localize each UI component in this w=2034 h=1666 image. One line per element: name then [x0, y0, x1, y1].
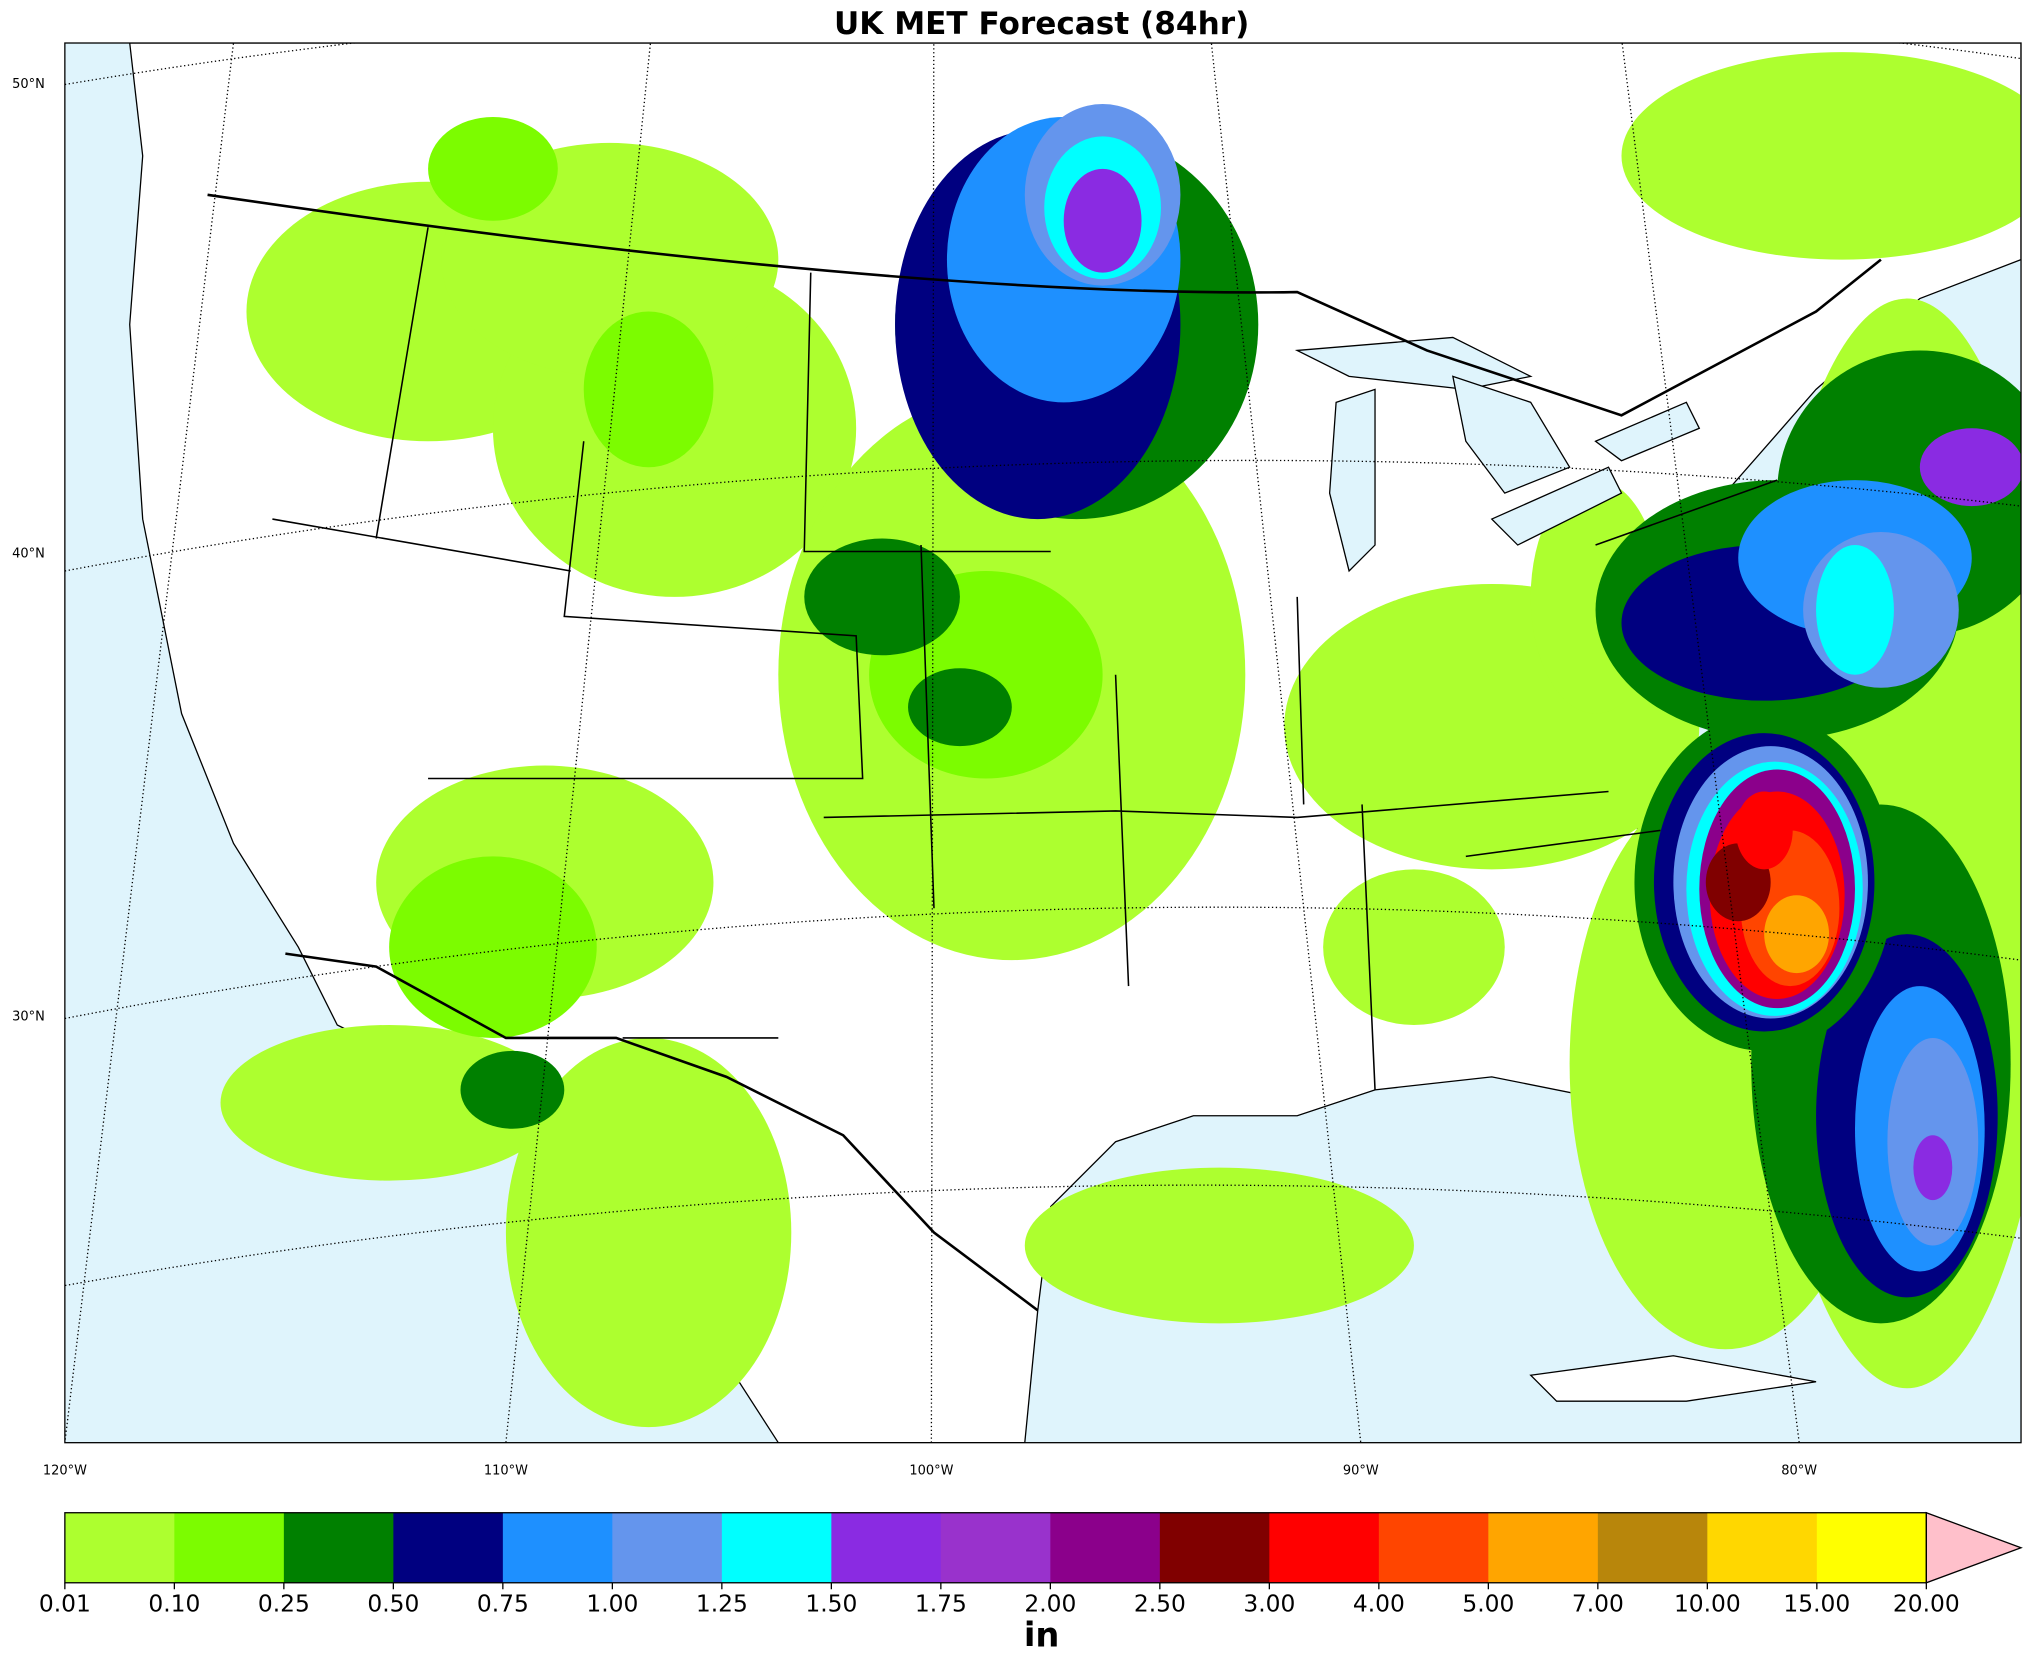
colorbar-tick-label: 7.00 — [1572, 1589, 1624, 1617]
precip-area — [389, 856, 597, 1038]
precip-area — [583, 311, 714, 468]
colorbar-segment — [721, 1512, 832, 1583]
lon-label: 120°W — [43, 1464, 87, 1479]
colorbar-tick-label: 1.50 — [805, 1589, 857, 1617]
colorbar-tick-label: 3.00 — [1243, 1589, 1295, 1617]
colorbar-segment — [612, 1512, 723, 1583]
colorbar-tick-label: 10.00 — [1674, 1589, 1741, 1617]
colorbar-unit: in — [1024, 1616, 1060, 1655]
lon-label: 100°W — [909, 1464, 953, 1479]
colorbar-segment — [1159, 1512, 1270, 1583]
colorbar-segment — [1050, 1512, 1161, 1583]
graticule — [64, 43, 2022, 1443]
precip-area — [1913, 1135, 1953, 1201]
precipitation — [220, 52, 2022, 1428]
precip-area — [1063, 168, 1142, 273]
lon-label: 80°W — [1781, 1464, 1817, 1479]
colorbar: 0.01 0.10 0.25 0.50 0.75 1.00 1.25 1.50 1.75 2.00… — [39, 1511, 2023, 1617]
lat-label: 40°N — [12, 547, 45, 562]
state-lines — [272, 227, 1778, 1090]
precip-area — [1024, 1167, 1414, 1324]
precip-area — [428, 116, 558, 221]
colorbar-frame — [64, 1512, 1927, 1584]
colorbar-tick-label: 0.75 — [477, 1589, 529, 1617]
colorbar-tick-label: 1.25 — [696, 1589, 748, 1617]
colorbar-segment — [1269, 1512, 1380, 1583]
colorbar-segment — [64, 1512, 176, 1583]
map-frame — [64, 42, 2022, 1444]
precip-area — [1735, 791, 1793, 870]
axis-labels: 50°N 40°N 30°N 120°W 110°W 100°W 90°W 80°W — [12, 77, 1817, 1479]
colorbar-tick-label: 0.10 — [148, 1589, 200, 1617]
map — [64, 43, 2022, 1443]
precip-area — [220, 1024, 558, 1181]
colorbar-segment — [1378, 1512, 1489, 1583]
cuba — [1529, 1355, 1817, 1402]
colorbar-tick-label: 0.01 — [39, 1589, 91, 1617]
colorbar-tick-label: 1.00 — [586, 1589, 638, 1617]
colorbar-tick-label: 2.50 — [1134, 1589, 1186, 1617]
colorbar-segment — [831, 1512, 942, 1583]
colorbar-tick-label: 0.50 — [367, 1589, 419, 1617]
title: UK MET Forecast (84hr) — [834, 6, 1249, 42]
colorbar-segment — [393, 1512, 504, 1583]
precip-area — [1323, 869, 1505, 1025]
lon-label: 110°W — [484, 1464, 528, 1479]
colorbar-tick-label: 0.25 — [258, 1589, 310, 1617]
colorbar-tick-label: 4.00 — [1353, 1589, 1405, 1617]
colorbar-segment — [1488, 1512, 1599, 1583]
lon-label: 90°W — [1343, 1464, 1379, 1479]
colorbar-segment — [1707, 1512, 1818, 1583]
colorbar-segment — [174, 1512, 285, 1583]
precip-area — [908, 668, 1012, 747]
colorbar-tick-label: 5.00 — [1462, 1589, 1514, 1617]
precip-area — [1621, 52, 2022, 260]
colorbar-segment — [502, 1512, 614, 1583]
precip-area — [460, 1050, 565, 1129]
colorbar-tick-label: 1.75 — [915, 1589, 967, 1617]
colorbar-tick-label: 15.00 — [1783, 1589, 1850, 1617]
precip-area — [1919, 428, 2022, 507]
colorbar-tick-label: 20.00 — [1893, 1589, 1960, 1617]
borders — [207, 193, 1882, 1312]
great-lakes — [1294, 336, 1701, 573]
colorbar-extend — [1925, 1511, 2023, 1584]
colorbar-tick-label: 2.00 — [1024, 1589, 1076, 1617]
precip-area — [1816, 545, 1894, 675]
lat-label: 50°N — [12, 77, 45, 92]
precip-area — [505, 1037, 792, 1428]
colorbar-segment — [940, 1512, 1051, 1583]
lat-label: 30°N — [12, 1010, 45, 1025]
colorbar-segment — [283, 1512, 395, 1583]
colorbar-segment — [1597, 1512, 1708, 1583]
colorbar-segment — [1816, 1512, 1927, 1583]
precip-area — [804, 538, 960, 656]
